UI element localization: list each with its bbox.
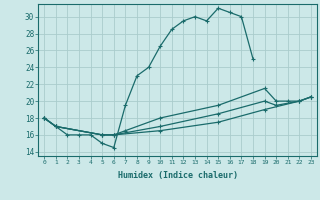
X-axis label: Humidex (Indice chaleur): Humidex (Indice chaleur) [118, 171, 238, 180]
